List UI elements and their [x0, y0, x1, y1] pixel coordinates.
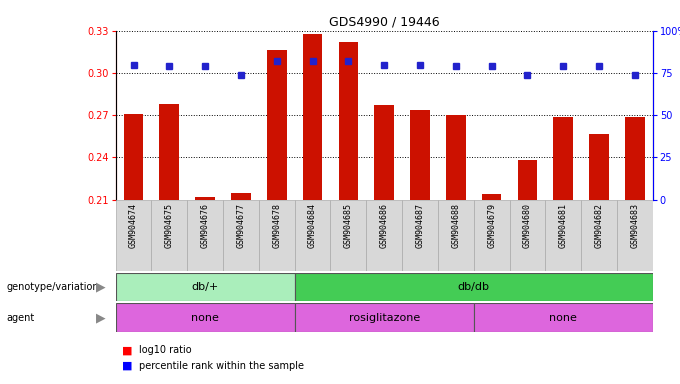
Text: GSM904680: GSM904680	[523, 203, 532, 248]
Bar	[438, 200, 474, 271]
Bar	[187, 200, 223, 271]
Text: GSM904683: GSM904683	[630, 203, 639, 248]
Text: GSM904688: GSM904688	[452, 203, 460, 248]
Text: db/db: db/db	[458, 282, 490, 292]
Bar	[509, 200, 545, 271]
Bar	[124, 114, 143, 200]
Bar	[330, 200, 367, 271]
Text: GSM904687: GSM904687	[415, 203, 424, 248]
Bar	[116, 200, 152, 271]
Bar	[446, 115, 466, 200]
Bar	[590, 134, 609, 200]
Bar	[294, 200, 330, 271]
Bar	[195, 197, 215, 200]
Text: genotype/variation: genotype/variation	[7, 282, 99, 292]
Bar	[410, 109, 430, 200]
Text: none: none	[191, 313, 219, 323]
Bar	[152, 200, 187, 271]
Text: GSM904685: GSM904685	[344, 203, 353, 248]
Text: GSM904676: GSM904676	[201, 203, 209, 248]
Bar	[267, 50, 286, 200]
Bar	[116, 273, 294, 301]
Text: log10 ratio: log10 ratio	[139, 345, 192, 355]
Text: GSM904678: GSM904678	[272, 203, 282, 248]
Bar	[474, 303, 653, 332]
Text: ■: ■	[122, 361, 133, 371]
Text: GSM904682: GSM904682	[594, 203, 604, 248]
Text: rosiglitazone: rosiglitazone	[349, 313, 420, 323]
Bar	[581, 200, 617, 271]
Text: GSM904675: GSM904675	[165, 203, 174, 248]
Text: GSM904684: GSM904684	[308, 203, 317, 248]
Title: GDS4990 / 19446: GDS4990 / 19446	[329, 15, 439, 28]
Bar	[160, 104, 179, 200]
Bar	[259, 200, 294, 271]
Bar	[116, 303, 294, 332]
Bar	[517, 160, 537, 200]
Text: GSM904681: GSM904681	[559, 203, 568, 248]
Bar	[303, 33, 322, 200]
Text: ▶: ▶	[96, 281, 105, 294]
Bar	[474, 200, 509, 271]
Text: GSM904677: GSM904677	[237, 203, 245, 248]
Bar	[231, 193, 251, 200]
Text: ■: ■	[122, 345, 133, 355]
Bar	[617, 200, 653, 271]
Bar	[482, 194, 501, 200]
Bar	[545, 200, 581, 271]
Bar	[367, 200, 402, 271]
Bar	[339, 42, 358, 200]
Bar	[625, 117, 645, 200]
Text: percentile rank within the sample: percentile rank within the sample	[139, 361, 305, 371]
Text: GSM904674: GSM904674	[129, 203, 138, 248]
Text: agent: agent	[7, 313, 35, 323]
Text: GSM904679: GSM904679	[487, 203, 496, 248]
Bar	[294, 303, 474, 332]
Bar	[375, 105, 394, 200]
Bar	[294, 273, 653, 301]
Text: db/+: db/+	[192, 282, 219, 292]
Bar	[554, 117, 573, 200]
Text: none: none	[549, 313, 577, 323]
Text: ▶: ▶	[96, 311, 105, 324]
Text: GSM904686: GSM904686	[379, 203, 389, 248]
Bar	[402, 200, 438, 271]
Bar	[223, 200, 259, 271]
